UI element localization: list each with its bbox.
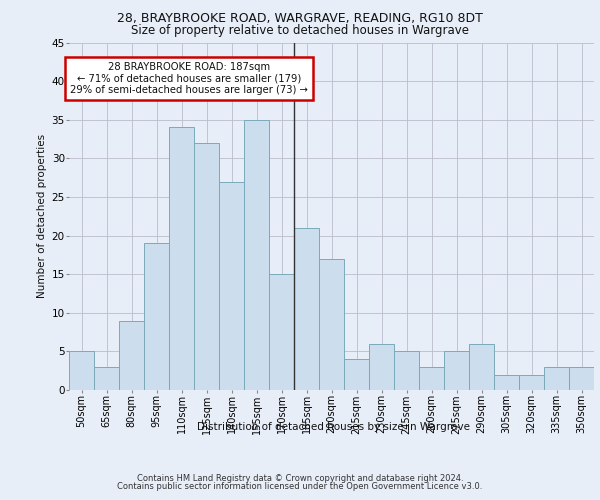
- Bar: [519, 374, 544, 390]
- Bar: [344, 359, 369, 390]
- Bar: [294, 228, 319, 390]
- Bar: [269, 274, 294, 390]
- Bar: [194, 143, 219, 390]
- Bar: [394, 352, 419, 390]
- Y-axis label: Number of detached properties: Number of detached properties: [37, 134, 47, 298]
- Bar: [244, 120, 269, 390]
- Text: Distribution of detached houses by size in Wargrave: Distribution of detached houses by size …: [197, 422, 470, 432]
- Bar: [94, 367, 119, 390]
- Bar: [444, 352, 469, 390]
- Bar: [69, 352, 94, 390]
- Text: Contains HM Land Registry data © Crown copyright and database right 2024.: Contains HM Land Registry data © Crown c…: [137, 474, 463, 483]
- Bar: [319, 258, 344, 390]
- Bar: [369, 344, 394, 390]
- Text: Size of property relative to detached houses in Wargrave: Size of property relative to detached ho…: [131, 24, 469, 37]
- Text: Contains public sector information licensed under the Open Government Licence v3: Contains public sector information licen…: [118, 482, 482, 491]
- Bar: [219, 182, 244, 390]
- Bar: [169, 128, 194, 390]
- Bar: [119, 320, 144, 390]
- Bar: [569, 367, 594, 390]
- Bar: [469, 344, 494, 390]
- Bar: [144, 244, 169, 390]
- Text: 28, BRAYBROOKE ROAD, WARGRAVE, READING, RG10 8DT: 28, BRAYBROOKE ROAD, WARGRAVE, READING, …: [117, 12, 483, 25]
- Bar: [544, 367, 569, 390]
- Bar: [419, 367, 444, 390]
- Text: 28 BRAYBROOKE ROAD: 187sqm
← 71% of detached houses are smaller (179)
29% of sem: 28 BRAYBROOKE ROAD: 187sqm ← 71% of deta…: [70, 62, 308, 95]
- Bar: [494, 374, 519, 390]
